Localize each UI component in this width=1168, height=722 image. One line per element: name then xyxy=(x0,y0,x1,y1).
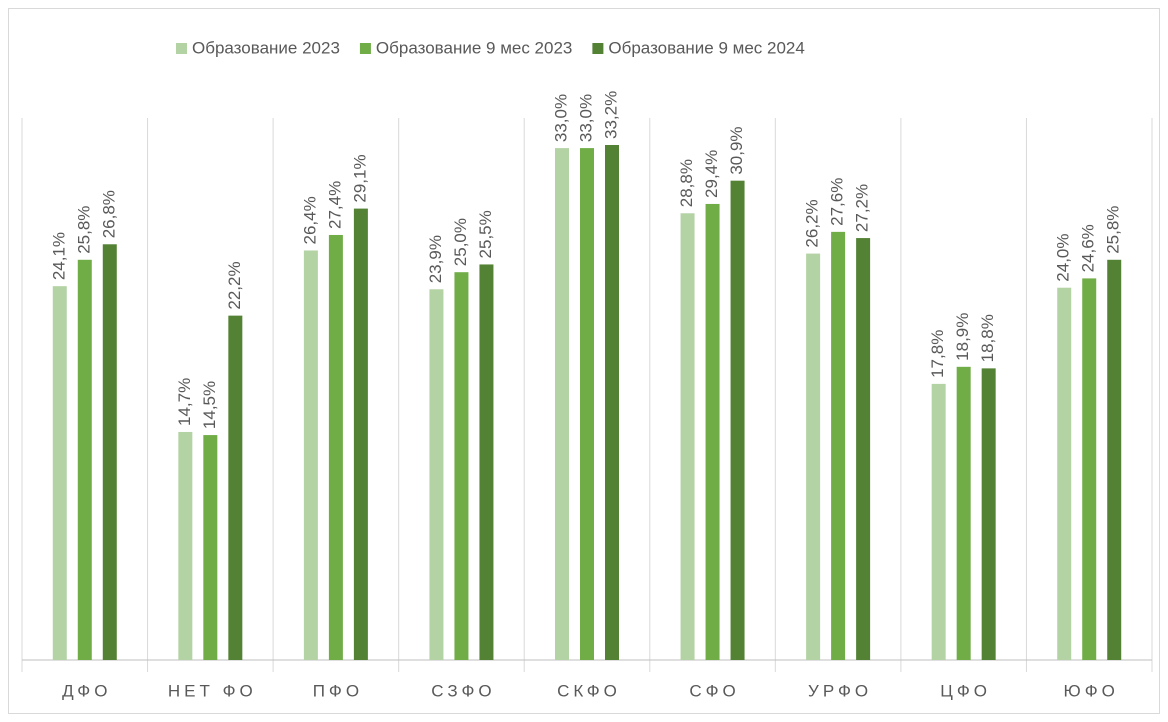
data-label: 26,2% xyxy=(803,199,822,247)
bar xyxy=(203,435,218,660)
data-label: 28,8% xyxy=(677,159,696,207)
bar xyxy=(680,213,695,661)
bar xyxy=(479,264,494,660)
data-label: 18,8% xyxy=(978,314,997,362)
bar xyxy=(303,250,318,660)
data-label: 25,8% xyxy=(74,206,93,254)
x-tick-label: ПФО xyxy=(313,681,363,700)
bar xyxy=(831,231,846,660)
data-label: 33,0% xyxy=(551,94,570,142)
legend-swatch xyxy=(176,43,187,54)
data-label: 26,8% xyxy=(99,190,118,238)
bar xyxy=(328,234,343,660)
x-tick-label: ДФО xyxy=(62,681,111,700)
bar xyxy=(178,431,193,660)
data-label: 14,5% xyxy=(200,381,219,429)
bar xyxy=(429,289,444,660)
data-label: 25,5% xyxy=(476,210,495,258)
legend-label: Образование 2023 xyxy=(192,38,340,57)
data-label: 29,4% xyxy=(702,150,721,198)
bar xyxy=(705,203,720,660)
bar xyxy=(605,145,619,660)
data-label: 33,0% xyxy=(576,94,595,142)
x-tick-label: ЦФО xyxy=(940,681,991,700)
bar xyxy=(931,383,946,660)
bar xyxy=(856,238,871,660)
data-label: 30,9% xyxy=(727,126,746,174)
bar xyxy=(555,148,569,660)
bar xyxy=(1082,278,1097,660)
data-label: 27,2% xyxy=(853,184,872,232)
data-label: 26,4% xyxy=(300,196,319,244)
x-tick-label: НЕТ ФО xyxy=(168,681,257,700)
data-label: 18,9% xyxy=(953,313,972,361)
x-tick-label: УРФО xyxy=(808,681,872,700)
bar xyxy=(981,368,996,660)
bar xyxy=(52,286,67,660)
x-tick-label: ЮФО xyxy=(1064,681,1119,700)
bar xyxy=(730,180,745,660)
data-label: 17,8% xyxy=(928,330,947,378)
bar xyxy=(1057,287,1072,660)
data-label: 23,9% xyxy=(426,235,445,283)
bar xyxy=(1107,259,1122,660)
x-tick-label: СФО xyxy=(689,681,739,700)
data-label: 24,6% xyxy=(1079,224,1098,272)
bar xyxy=(454,272,469,660)
legend-swatch xyxy=(592,43,604,54)
data-label: 27,4% xyxy=(325,181,344,229)
x-tick-label: СЗФО xyxy=(431,681,495,700)
bar xyxy=(77,259,92,660)
bar xyxy=(806,253,821,660)
data-label: 29,1% xyxy=(350,154,369,202)
data-label: 24,1% xyxy=(49,232,68,280)
bar xyxy=(956,366,971,660)
bar xyxy=(102,244,117,661)
data-label: 25,8% xyxy=(1104,206,1123,254)
data-label: 27,6% xyxy=(828,178,847,226)
data-label: 33,2% xyxy=(601,91,620,139)
data-label: 25,0% xyxy=(451,218,470,266)
data-label: 22,2% xyxy=(225,261,244,309)
bar xyxy=(228,315,243,660)
legend-swatch xyxy=(359,43,371,54)
legend-label: Образование 9 мес 2023 xyxy=(376,38,572,57)
x-tick-label: СКФО xyxy=(557,681,621,700)
bar xyxy=(353,208,368,660)
data-label: 14,7% xyxy=(175,378,194,426)
bar xyxy=(580,148,594,660)
legend-label: Образование 9 мес 2024 xyxy=(608,38,804,57)
data-label: 24,0% xyxy=(1054,234,1073,282)
